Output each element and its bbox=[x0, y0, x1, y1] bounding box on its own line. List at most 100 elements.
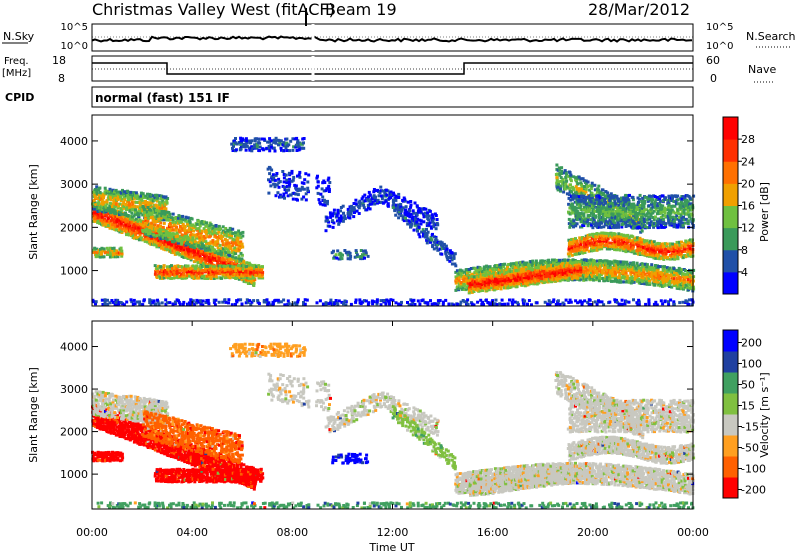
power-cell bbox=[219, 237, 223, 240]
power-cell bbox=[128, 197, 132, 201]
power-cell bbox=[278, 140, 282, 144]
power-cell bbox=[141, 192, 145, 196]
power-cell bbox=[202, 268, 206, 272]
power-cell bbox=[332, 211, 336, 215]
power-cell bbox=[190, 247, 193, 251]
power-cell bbox=[158, 233, 162, 237]
power-cell bbox=[288, 182, 292, 185]
power-cell bbox=[180, 242, 184, 246]
power-cell bbox=[146, 222, 150, 226]
power-cell bbox=[95, 253, 99, 257]
power-cell bbox=[500, 268, 504, 272]
power-cell bbox=[363, 252, 366, 256]
power-cell bbox=[111, 253, 115, 257]
power-cell bbox=[134, 208, 137, 212]
power-cell bbox=[267, 178, 270, 182]
power-cell bbox=[152, 217, 156, 221]
power-cell bbox=[288, 177, 292, 181]
power-cell bbox=[103, 217, 107, 221]
power-cell bbox=[187, 227, 191, 231]
power-cell bbox=[215, 271, 219, 275]
power-cell bbox=[178, 274, 182, 278]
power-cell bbox=[494, 264, 498, 268]
power-cell bbox=[96, 197, 100, 200]
power-cell bbox=[168, 237, 172, 241]
power-cell bbox=[102, 193, 105, 197]
power-cell bbox=[471, 272, 475, 276]
power-cell bbox=[113, 190, 116, 194]
power-cell bbox=[207, 228, 211, 232]
power-cell bbox=[134, 217, 138, 221]
power-cell bbox=[404, 205, 408, 209]
power-cell bbox=[282, 173, 286, 176]
power-cell bbox=[118, 190, 121, 194]
power-cell bbox=[138, 203, 142, 207]
power-cell bbox=[151, 211, 155, 215]
power-cell bbox=[221, 247, 225, 251]
power-cell bbox=[170, 225, 174, 229]
power-cell bbox=[553, 258, 556, 262]
power-cell bbox=[187, 238, 191, 242]
power-cell bbox=[95, 185, 99, 189]
power-cell bbox=[269, 143, 273, 147]
power-cell bbox=[165, 201, 169, 205]
power-cell bbox=[219, 252, 223, 256]
power-cell bbox=[166, 265, 169, 269]
power-cell bbox=[223, 238, 227, 241]
power-cell bbox=[156, 269, 160, 273]
power-cell bbox=[499, 263, 503, 266]
power-cell bbox=[95, 190, 99, 194]
power-cell bbox=[197, 244, 200, 248]
power-cell bbox=[139, 207, 143, 211]
power-cell bbox=[232, 144, 235, 148]
power-cell bbox=[157, 274, 161, 278]
power-cell bbox=[332, 221, 336, 225]
power-cell bbox=[209, 277, 213, 280]
power-cell bbox=[149, 234, 153, 238]
power-cell bbox=[167, 218, 171, 221]
power-cell bbox=[258, 270, 262, 274]
power-cell bbox=[247, 146, 251, 150]
power-cell bbox=[524, 265, 528, 269]
power-cell bbox=[557, 262, 561, 266]
power-cell bbox=[220, 246, 224, 250]
power-cell bbox=[268, 137, 272, 141]
power-cell bbox=[478, 269, 482, 273]
power-cell bbox=[231, 149, 235, 152]
power-cell bbox=[160, 245, 164, 249]
noise-left-tick-top: 10^5 bbox=[61, 22, 88, 33]
power-cell bbox=[169, 246, 173, 250]
power-cell bbox=[93, 205, 97, 208]
power-cell bbox=[440, 247, 444, 251]
power-cell bbox=[342, 211, 345, 215]
power-cell bbox=[135, 230, 139, 234]
power-cell bbox=[268, 180, 272, 184]
power-cell bbox=[200, 271, 204, 275]
power-cell bbox=[401, 215, 405, 219]
power-cell bbox=[230, 262, 234, 266]
power-cell bbox=[124, 194, 128, 197]
power-cell bbox=[328, 181, 332, 184]
power-cell bbox=[422, 232, 425, 236]
power-cell bbox=[513, 265, 517, 269]
power-cell bbox=[271, 178, 275, 182]
power-cell bbox=[155, 226, 159, 230]
power-cell bbox=[175, 225, 178, 229]
power-cell bbox=[512, 264, 516, 268]
freq-left-tick-top: 18 bbox=[52, 54, 66, 67]
power-cell bbox=[114, 202, 118, 206]
power-cell bbox=[455, 269, 459, 273]
power-cell bbox=[116, 228, 120, 232]
power-cell bbox=[95, 208, 99, 211]
power-cell bbox=[321, 181, 325, 185]
power-cell bbox=[150, 239, 154, 242]
power-cell bbox=[100, 211, 104, 215]
power-cell bbox=[244, 272, 248, 276]
noise-right-label: N.Search bbox=[746, 30, 796, 43]
power-cell bbox=[287, 188, 291, 192]
power-cell bbox=[551, 258, 554, 262]
power-cell bbox=[212, 277, 216, 280]
power-cell bbox=[188, 221, 192, 225]
power-cell bbox=[106, 253, 109, 256]
power-cell bbox=[195, 264, 199, 268]
